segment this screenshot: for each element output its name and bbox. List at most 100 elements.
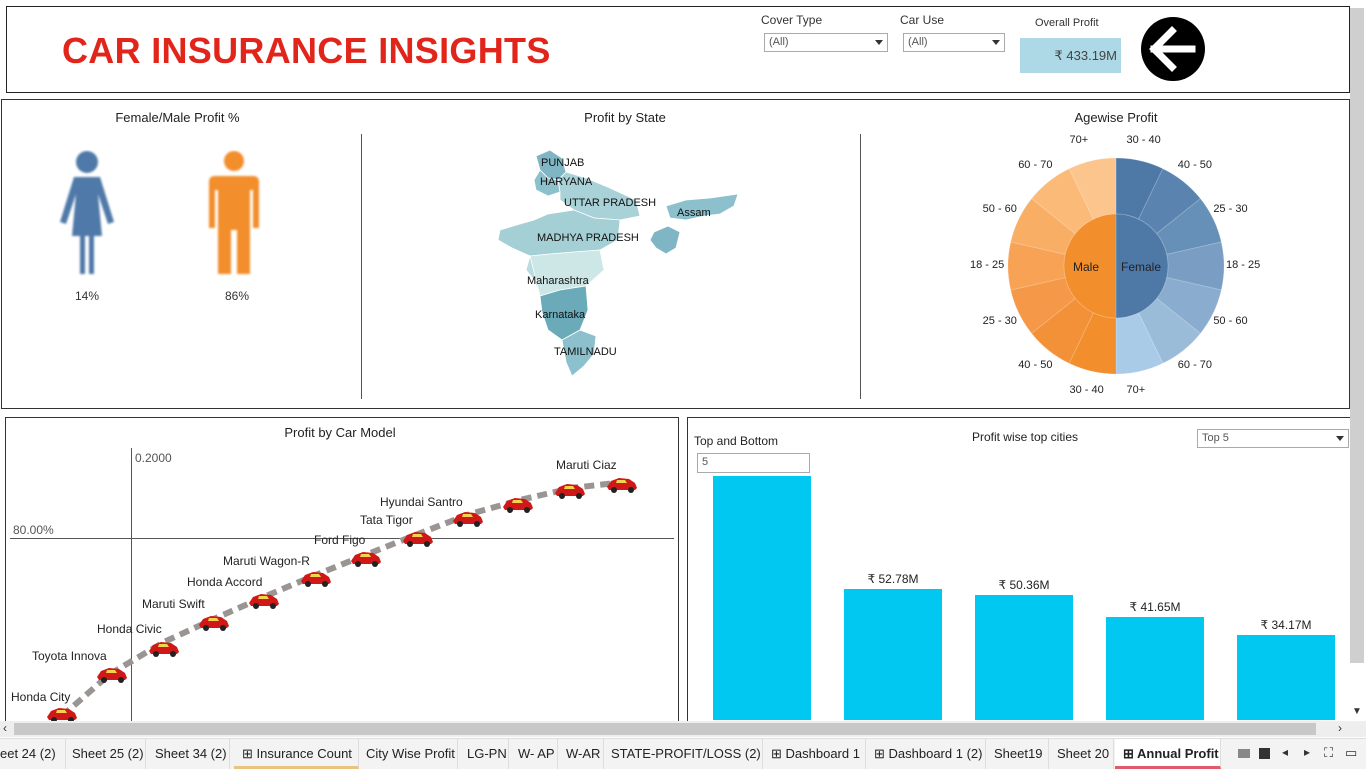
city-bar[interactable] [975, 595, 1073, 720]
top-bottom-input[interactable]: 5 [697, 453, 810, 473]
tab-dashboard-1-2[interactable]: ⊞ Dashboard 1 (2) [866, 739, 986, 769]
car-model-label: Tata Tigor [360, 513, 413, 527]
top-bottom-label: Top and Bottom [694, 434, 779, 448]
map-state-assam[interactable] [665, 193, 739, 221]
map-label: Karnataka [535, 309, 586, 321]
fullscreen-icon[interactable]: ⛶ [1324, 745, 1334, 760]
age-label-female: 25 - 30 [1213, 203, 1248, 216]
age-label-male: 60 - 70 [1018, 158, 1053, 171]
age-label-male: 70+ [1069, 134, 1089, 147]
overall-profit-value: ₹ 433.19M [1020, 38, 1121, 73]
car-model-point-icon[interactable] [147, 638, 181, 658]
car-model-point-icon[interactable] [501, 494, 535, 514]
dashboard-title: CAR INSURANCE INSIGHTS [62, 30, 551, 71]
map-title: Profit by State [584, 110, 666, 125]
cover-type-value: (All) [769, 36, 789, 48]
age-donut-chart[interactable] [1006, 156, 1226, 376]
cover-type-label: Cover Type [761, 13, 823, 27]
city-bar[interactable] [844, 589, 942, 720]
car-model-point-icon[interactable] [95, 664, 129, 684]
map-label: HARYANA [540, 176, 593, 188]
tab-sheet-20[interactable]: Sheet 20 [1049, 739, 1114, 769]
car-model-label: Maruti Swift [142, 597, 205, 611]
divider [860, 134, 861, 399]
cover-type-dropdown[interactable]: (All) [764, 33, 888, 52]
map-state-other[interactable] [649, 225, 681, 255]
map-state-mp[interactable] [497, 209, 621, 257]
filmstrip-icon[interactable] [1238, 749, 1250, 758]
city-bar-label: ₹ 41.65M [1129, 599, 1181, 614]
car-model-point-icon[interactable] [401, 528, 435, 548]
chevron-down-icon [992, 40, 1000, 45]
age-label-female: 70+ [1126, 383, 1146, 396]
car-use-label: Car Use [900, 13, 945, 27]
map-state-up[interactable] [557, 171, 641, 221]
donut-male-label: Male [1073, 260, 1100, 274]
map-label: MADHYA PRADESH [537, 232, 639, 244]
horizontal-scrollbar[interactable] [14, 723, 1316, 735]
car-model-label: Honda Accord [187, 575, 263, 589]
tab-lg-pn[interactable]: LG-PN [459, 739, 509, 769]
tab-sheet-25-2[interactable]: Sheet 25 (2) [64, 739, 146, 769]
map-label: TAMILNADU [554, 346, 617, 358]
vertical-scrollbar[interactable] [1350, 8, 1364, 663]
map-state-tamilnadu[interactable] [561, 329, 597, 377]
age-label-male: 40 - 50 [1018, 359, 1053, 372]
car-model-point-icon[interactable] [605, 474, 639, 494]
dashboard-icon: ⊞ [242, 746, 257, 761]
tab-w-ap[interactable]: W- AP [510, 739, 558, 769]
age-label-male: 25 - 30 [982, 314, 1017, 327]
tab-city-wise-profit[interactable]: City Wise Profit [358, 739, 458, 769]
chevron-down-icon [1336, 436, 1344, 441]
tab-dashboard-1[interactable]: ⊞ Dashboard 1 [763, 739, 866, 769]
scroll-left-icon[interactable]: ‹ [3, 721, 7, 735]
age-slice[interactable] [1115, 213, 1169, 319]
car-model-point-icon[interactable] [349, 548, 383, 568]
top-n-dropdown[interactable]: Top 5 [1197, 429, 1349, 448]
grid-view-icon[interactable] [1259, 748, 1270, 759]
car-use-dropdown[interactable]: (All) [903, 33, 1005, 52]
age-label-female: 40 - 50 [1177, 158, 1213, 171]
tab-sheet-34-2[interactable]: Sheet 34 (2) [147, 739, 230, 769]
divider [361, 134, 362, 399]
presentation-icon[interactable]: ▭ [1345, 745, 1358, 760]
gender-title: Female/Male Profit % [115, 110, 240, 125]
age-slice[interactable] [1063, 213, 1117, 319]
city-bar[interactable] [1106, 616, 1204, 720]
car-model-label: Maruti Wagon-R [223, 554, 310, 568]
tab-insurance-count[interactable]: ⊞ Insurance Count [234, 739, 359, 769]
map-state-haryana[interactable] [533, 169, 561, 197]
dashboard-icon: ⊞ [874, 746, 889, 761]
map-label: UTTAR PRADESH [564, 197, 657, 209]
city-bar[interactable] [713, 476, 811, 720]
x-reference-line [10, 538, 674, 539]
car-model-point-icon[interactable] [451, 508, 485, 528]
map-state-other[interactable] [525, 254, 541, 297]
tab-annual-profit[interactable]: ⊞ Annual Profit [1115, 739, 1221, 769]
age-title: Agewise Profit [1074, 110, 1158, 125]
city-bar[interactable] [1237, 635, 1335, 720]
next-tab-icon[interactable]: ▸ [1304, 745, 1311, 759]
tab-state-profit-loss[interactable]: STATE-PROFIT/LOSS (2) [603, 739, 763, 769]
male-icon [207, 150, 261, 276]
car-model-label: Honda City [11, 690, 71, 704]
tab-sheet19[interactable]: Sheet19 [986, 739, 1049, 769]
car-model-point-icon[interactable] [247, 590, 281, 610]
car-model-label: Hyundai Santro [380, 495, 463, 509]
car-model-trend [60, 479, 625, 719]
scroll-right-icon[interactable]: › [1338, 721, 1342, 735]
india-map[interactable] [490, 140, 750, 380]
back-arrow-icon[interactable] [1140, 16, 1206, 82]
middle-panel [1, 99, 1350, 409]
car-model-point-icon[interactable] [299, 568, 333, 588]
tab-w-ar[interactable]: W-AR [558, 739, 604, 769]
scroll-down-icon[interactable]: ▼ [1352, 706, 1362, 717]
map-label: Assam [677, 207, 711, 219]
first-tab-icon[interactable]: ◂ [1282, 745, 1289, 759]
tab-sheet-24-2[interactable]: eet 24 (2) [0, 739, 66, 769]
car-model-label: Ford Figo [314, 533, 366, 547]
age-label-female: 60 - 70 [1177, 359, 1213, 372]
car-model-point-icon[interactable] [553, 480, 587, 500]
car-model-point-icon[interactable] [197, 612, 231, 632]
x-reference-label: 80.00% [13, 523, 54, 537]
